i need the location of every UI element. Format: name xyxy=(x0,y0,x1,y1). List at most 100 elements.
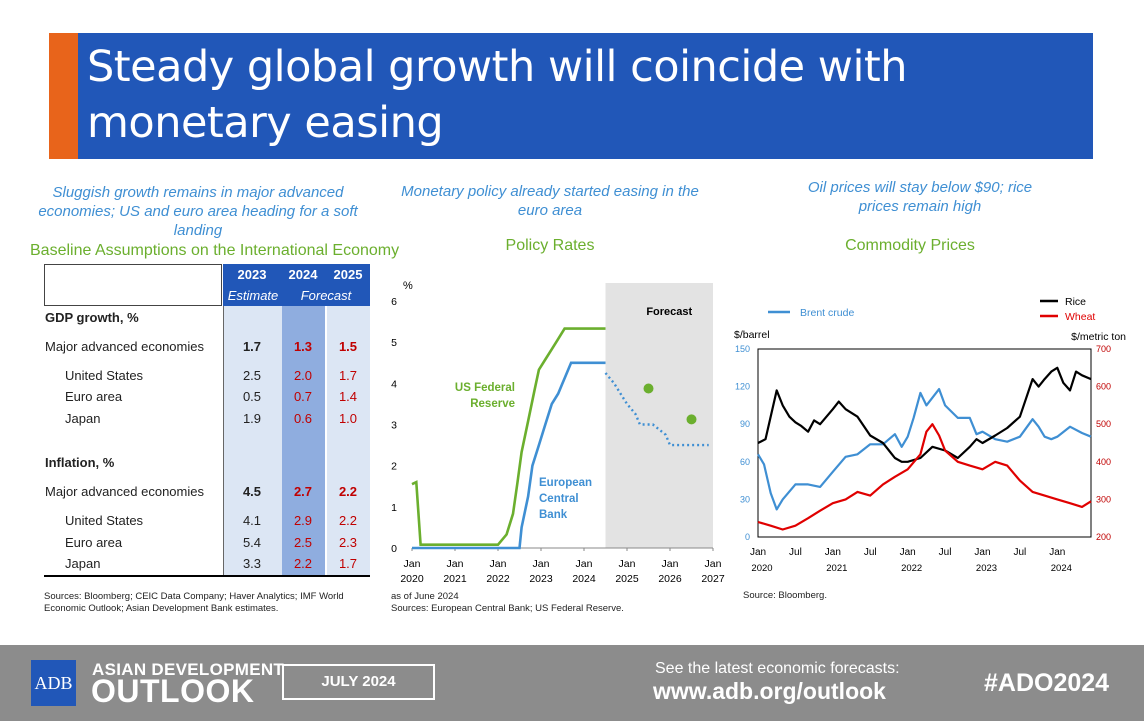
right-tick-label: 600 xyxy=(1096,382,1111,392)
x-tick-label: Jan xyxy=(619,558,636,570)
right-tick-label: 700 xyxy=(1096,344,1111,354)
title-banner: Steady global growth will coincide with … xyxy=(49,33,1093,159)
inflation-cell: 2.5 xyxy=(293,535,313,550)
left-tick-label: 60 xyxy=(740,457,750,467)
panel1-caption: Sluggish growth remains in major advance… xyxy=(38,184,358,239)
gdp-cell: 1.0 xyxy=(338,411,358,426)
col-2025-bg xyxy=(327,264,370,575)
series-line xyxy=(411,327,606,546)
x-tick-label: Jul xyxy=(789,547,802,558)
right-axis-unit: $/metric ton xyxy=(1071,331,1126,343)
gdp-cell: 0.6 xyxy=(293,411,313,426)
legend-label-brent: Brent crude xyxy=(800,307,854,319)
x-tick-year: 2020 xyxy=(400,573,424,585)
x-tick-label: Jan xyxy=(447,558,464,570)
footer: ADB ASIAN DEVELOPMENT OUTLOOK JULY 2024 … xyxy=(0,645,1144,721)
x-year-label: 2020 xyxy=(751,563,772,574)
panel2-note: as of June 2024 xyxy=(391,591,459,602)
left-tick-label: 90 xyxy=(740,419,750,429)
y-tick-label: 6 xyxy=(391,296,397,308)
table-corner xyxy=(44,264,222,306)
left-tick-label: 120 xyxy=(735,382,750,392)
inflation-row-label: Euro area xyxy=(65,535,123,550)
gdp-cell: 0.7 xyxy=(293,389,313,404)
see-forecasts-text: See the latest economic forecasts: xyxy=(655,660,900,677)
adb-logo[interactable]: ADB xyxy=(31,660,76,706)
x-tick-label: Jan xyxy=(705,558,722,570)
inflation-cell: 2.3 xyxy=(338,535,358,550)
ado-title-line1: ASIAN DEVELOPMENT xyxy=(92,660,285,679)
left-tick-label: 0 xyxy=(745,532,750,542)
panel3-sources: Source: Bloomberg. xyxy=(743,590,827,601)
gdp-row-label: Euro area xyxy=(65,389,123,404)
x-tick-label: Jan xyxy=(974,547,990,558)
hashtag: #ADO2024 xyxy=(984,669,1110,697)
inflation-cell: 1.7 xyxy=(338,556,358,571)
x-tick-year: 2021 xyxy=(443,573,467,585)
y-axis-unit: % xyxy=(403,280,413,292)
estimate-label: Estimate xyxy=(227,288,279,303)
gdp-cell: 1.9 xyxy=(242,411,262,426)
forecast-label: Forecast xyxy=(646,306,692,318)
gdp-row-label: Japan xyxy=(65,411,101,426)
ado-title-line2: OUTLOOK xyxy=(91,673,255,709)
inflation-row-label: Major advanced economies xyxy=(45,484,204,499)
gdp-cell: 1.7 xyxy=(242,339,262,354)
x-tick-year: 2027 xyxy=(701,573,725,585)
x-tick-label: Jul xyxy=(1014,547,1027,558)
right-tick-label: 400 xyxy=(1096,457,1111,467)
right-tick-label: 300 xyxy=(1096,494,1111,504)
inflation-cell: 4.5 xyxy=(242,484,262,499)
outlook-link[interactable]: www.adb.org/outlook xyxy=(653,678,886,704)
panel3-heading: Commodity Prices xyxy=(845,237,975,254)
page-title: Steady global growth will coincide with … xyxy=(87,42,908,148)
x-year-label: 2021 xyxy=(826,563,847,574)
series-line-brent-crude xyxy=(757,388,1092,511)
x-tick-label: Jul xyxy=(864,547,877,558)
x-tick-label: Jan xyxy=(576,558,593,570)
x-tick-label: Jan xyxy=(662,558,679,570)
edition-date: JULY 2024 xyxy=(282,664,435,700)
table-sub-header xyxy=(223,286,370,306)
series-line-wheat xyxy=(757,423,1092,531)
x-tick-year: 2025 xyxy=(615,573,639,585)
panel1-sources: Sources: Bloomberg; CEIC Data Company; H… xyxy=(44,591,344,614)
right-tick-label: 500 xyxy=(1096,419,1111,429)
inflation-cell: 5.4 xyxy=(242,535,262,550)
inflation-cell: 4.1 xyxy=(242,513,262,528)
legend-label-rice: Rice xyxy=(1065,296,1086,308)
gdp-cell: 0.5 xyxy=(242,389,262,404)
fed-forecast-point xyxy=(686,414,697,425)
gdp-cell: 1.7 xyxy=(338,368,358,383)
x-tick-label: Jan xyxy=(490,558,507,570)
gdp-cell: 1.4 xyxy=(338,389,358,404)
inflation-cell: 2.2 xyxy=(338,484,358,499)
policy-rates-chart: Forecast% 0 1 2 3 4 5 6 Jan 2020 Jan 2021 Jan 2022 Jan… xyxy=(391,280,725,585)
x-tick-label: Jan xyxy=(900,547,916,558)
x-tick-label: Jan xyxy=(533,558,550,570)
x-year-label: 2024 xyxy=(1051,563,1072,574)
left-axis-unit: $/barrel xyxy=(734,329,770,341)
y-tick-label: 1 xyxy=(391,502,397,514)
inflation-cell: 2.2 xyxy=(338,513,358,528)
x-tick-year: 2026 xyxy=(658,573,682,585)
y-tick-label: 0 xyxy=(391,543,397,555)
gdp-cell: 1.5 xyxy=(338,339,358,354)
banner-accent xyxy=(49,33,78,159)
x-tick-label: Jan xyxy=(750,547,766,558)
inflation-row-label: Japan xyxy=(65,556,101,571)
x-tick-year: 2024 xyxy=(572,573,596,585)
inflation-cell: 2.7 xyxy=(293,484,313,499)
x-year-label: 2023 xyxy=(976,563,997,574)
right-tick-label: 200 xyxy=(1096,532,1111,542)
series-line-rice xyxy=(757,366,1092,463)
inflation-cell: 2.2 xyxy=(293,556,313,571)
left-tick-label: 30 xyxy=(740,494,750,504)
forecast-label: Forecast xyxy=(300,288,352,303)
x-year-label: 2022 xyxy=(901,563,922,574)
y-tick-label: 3 xyxy=(391,420,397,432)
gdp-cell: 2.0 xyxy=(293,368,313,383)
gdp-row-label: Major advanced economies xyxy=(45,339,204,354)
panel3-caption: Oil prices will stay below $90; rice pri… xyxy=(807,179,1033,215)
y-tick-label: 4 xyxy=(391,378,397,390)
